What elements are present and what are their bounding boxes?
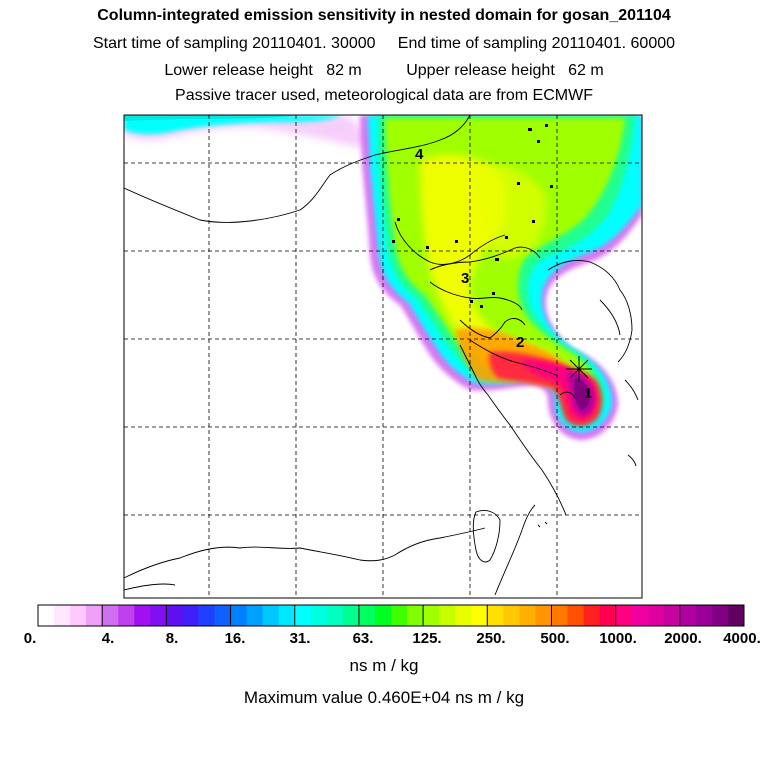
colorbar-swatch (519, 605, 536, 626)
colorbar-swatch (727, 605, 745, 626)
release-heights: Lower release height 82 m Upper release … (0, 61, 768, 81)
colorbar-swatch (551, 605, 568, 626)
colorbar-swatch (391, 605, 408, 626)
colorbar-swatch (246, 605, 264, 626)
lower-height: Lower release height 82 m (164, 62, 362, 79)
colorbar-swatch (567, 605, 585, 626)
colorbar-label-10: 2000. (664, 630, 702, 647)
colorbar-swatch (374, 605, 392, 626)
colorbar-label-9: 1000. (599, 630, 637, 647)
colorbar-swatch (439, 605, 456, 626)
colorbar-swatch (695, 605, 713, 626)
colorbar-swatch (503, 605, 520, 626)
colorbar-swatch (198, 605, 215, 626)
tracer-note: Passive tracer used, meteorological data… (175, 87, 593, 104)
colorbar-swatch (118, 605, 135, 626)
lake-dots (392, 124, 553, 308)
colorbar-label-1: 4. (102, 630, 115, 647)
colorbar-swatch (134, 605, 151, 626)
colorbar-label-5: 63. (353, 630, 374, 647)
colorbar-swatch (182, 605, 199, 626)
colorbar-labels: 0. 4. 8. 16. 31. 63. 125. 250. 500. 1000… (24, 630, 761, 647)
site-label-3: 3 (461, 270, 469, 287)
colorbar-swatch (615, 605, 633, 626)
colorbar-swatch (214, 605, 232, 626)
start-time: Start time of sampling 20110401. 30000 (92, 35, 376, 52)
colorbar-swatch (647, 605, 665, 626)
colorbar-swatch (166, 605, 183, 626)
colorbar-swatch (102, 605, 119, 626)
site-label-1: 1 (584, 385, 592, 402)
coastlines (124, 115, 639, 596)
colorbar-swatch (294, 605, 312, 626)
colorbar-swatch (407, 605, 424, 626)
colorbar-swatch (70, 605, 87, 626)
colorbar-swatch (631, 605, 649, 626)
colorbar-swatch (310, 605, 328, 626)
site-label-2: 2 (516, 334, 524, 351)
lat-lon-grid (124, 115, 642, 598)
colorbar-swatch (487, 605, 504, 626)
colorbar-swatch (38, 605, 55, 626)
colorbar-label-7: 250. (476, 630, 505, 647)
colorbar-swatch (535, 605, 552, 626)
colorbar-swatch (663, 605, 681, 626)
end-time: End time of sampling 20110401. 60000 (397, 35, 676, 52)
colorbar-frame (37, 604, 745, 627)
maximum-value: Maximum value 0.460E+04 ns m / kg (243, 688, 525, 707)
colorbar-label-4: 31. (290, 630, 311, 647)
colorbar-ticks (101, 605, 681, 626)
colorbar-label-0: 0. (24, 630, 37, 647)
colorbar-label-8: 500. (540, 630, 569, 647)
colorbar-swatch (54, 605, 71, 626)
colorbar-units: ns m / kg (349, 656, 419, 675)
colorbar-label-2: 8. (166, 630, 179, 647)
upper-height: Upper release height 62 m (406, 62, 604, 79)
colorbar-label-11: 4000. (723, 630, 761, 647)
colorbar-swatch (455, 605, 472, 626)
colorbar-swatch (471, 605, 488, 626)
colorbar-swatch (86, 605, 103, 626)
colorbar-swatch (150, 605, 167, 626)
colorbar (37, 604, 745, 627)
colorbar-swatch (278, 605, 296, 626)
colorbar-label-3: 16. (225, 630, 246, 647)
colorbar-swatch (679, 605, 697, 626)
colorbar-swatch (326, 605, 344, 626)
colorbar-swatch (262, 605, 280, 626)
colorbar-swatch (230, 605, 248, 626)
sensitivity-field (124, 115, 642, 440)
colorbar-swatch (358, 605, 376, 626)
site-label-4: 4 (415, 146, 424, 163)
colorbar-label-6: 125. (412, 630, 441, 647)
colorbar-swatch (599, 605, 617, 626)
colorbar-swatch (423, 605, 440, 626)
colorbar-swatch (711, 605, 729, 626)
release-site-star (566, 356, 592, 382)
colorbar-swatch (342, 605, 360, 626)
sampling-times: Start time of sampling 20110401. 30000 E… (0, 34, 768, 54)
colorbar-swatch (583, 605, 601, 626)
plot-title: Column-integrated emission sensitivity i… (97, 7, 671, 24)
